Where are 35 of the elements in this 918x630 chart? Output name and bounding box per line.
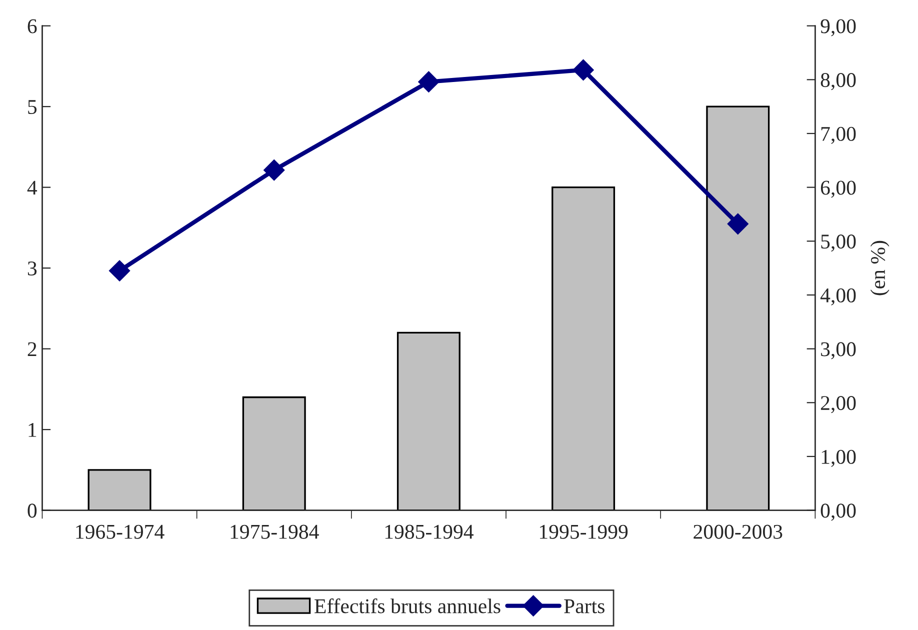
bar xyxy=(396,332,460,510)
y2-tick-label: 6,00 xyxy=(820,180,856,198)
legend-label: Parts xyxy=(564,599,604,614)
y2-tick-label: 1,00 xyxy=(822,450,856,467)
y2-tick-label: 7,00 xyxy=(821,126,856,144)
y2-tick-label: 9,00 xyxy=(820,19,856,36)
y2-tick-label: 2,00 xyxy=(820,396,856,414)
y-tick-label: 2 xyxy=(28,342,36,356)
x-tick-label: 1965-1974 xyxy=(76,524,164,539)
x-tick-label: 2000-2003 xyxy=(694,524,782,539)
point xyxy=(572,59,594,80)
x-tick-label: 1985-1994 xyxy=(385,524,474,539)
y-tick-label: 1 xyxy=(28,423,36,437)
x-tick-label: 1975-1984 xyxy=(230,524,319,539)
y2-tick-label: 5,00 xyxy=(821,234,856,252)
y-tick-label: 0 xyxy=(28,504,37,518)
point xyxy=(418,71,440,92)
y2-tick-label: 3,00 xyxy=(821,342,856,360)
bar xyxy=(88,469,152,510)
y-tick-label: 6 xyxy=(28,19,37,34)
y-tick-label: 3 xyxy=(28,262,37,276)
y2-tick-label: 8,00 xyxy=(820,73,856,90)
bar xyxy=(552,186,616,510)
y-tick-label: 5 xyxy=(28,100,37,114)
bar xyxy=(706,106,770,510)
y2-tick-label: 0,00 xyxy=(820,504,856,521)
legend-label: Effectifs bruts annuels xyxy=(314,598,500,614)
y2-tick-label: 4,00 xyxy=(820,288,856,306)
x-tick-label: 1995-1999 xyxy=(540,524,628,539)
point xyxy=(109,260,130,282)
point xyxy=(727,213,748,234)
bar xyxy=(242,396,306,510)
y2-axis-title: (en %) xyxy=(870,240,890,296)
point xyxy=(264,160,285,181)
y-tick-label: 4 xyxy=(27,180,38,195)
